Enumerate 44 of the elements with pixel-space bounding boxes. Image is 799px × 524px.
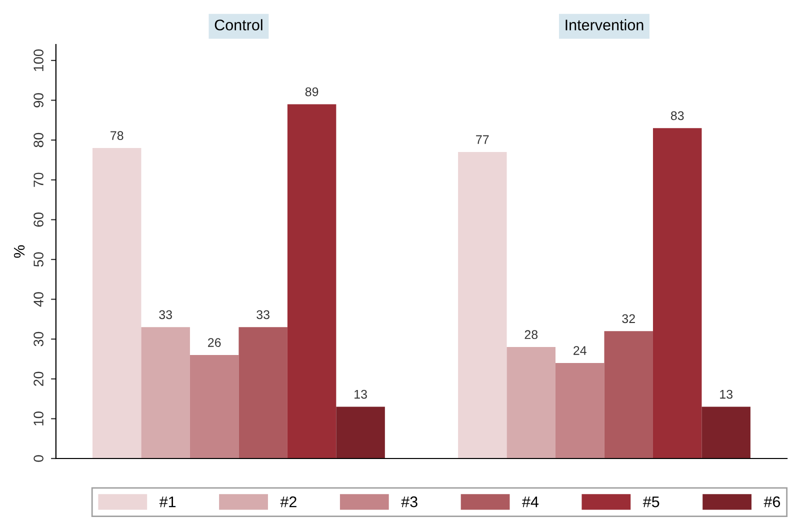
data-label: 32 [622, 314, 635, 324]
data-label: 13 [354, 390, 367, 399]
bar [336, 406, 385, 458]
legend-label: #5 [642, 496, 660, 508]
bar [92, 148, 142, 458]
x-tick-label: Control [214, 19, 262, 30]
data-label: 13 [720, 390, 732, 399]
y-tick-label: 10 [34, 412, 44, 426]
y-tick-label: 70 [34, 172, 44, 187]
legend-label: #2 [280, 496, 296, 508]
y-tick-label: 40 [34, 292, 44, 307]
y-tick-label: 60 [34, 212, 44, 227]
bar [141, 327, 190, 458]
y-tick-label: 90 [34, 93, 44, 108]
x-tick-label: Intervention [566, 19, 644, 30]
y-tick-label: 0 [34, 455, 44, 462]
y-axis-title: % [14, 245, 25, 258]
data-label: 89 [305, 87, 318, 96]
data-label: 33 [159, 310, 172, 320]
legend-label: #3 [401, 496, 418, 508]
legend-label: #4 [522, 496, 538, 508]
data-label: 33 [256, 310, 270, 320]
y-tick-label: 20 [34, 372, 44, 386]
bar [287, 104, 336, 458]
bar [604, 331, 653, 458]
legend-label: #1 [159, 496, 176, 508]
data-label: 24 [574, 346, 586, 355]
data-label: 83 [670, 111, 684, 120]
data-label: 26 [208, 338, 221, 347]
bar [238, 327, 288, 458]
y-tick-label: 100 [34, 49, 44, 71]
data-label: 77 [476, 135, 489, 144]
y-tick-label: 80 [34, 132, 44, 148]
bar [458, 152, 507, 458]
y-tick-label: 50 [34, 252, 44, 267]
bar [652, 128, 702, 458]
data-label: 78 [110, 131, 124, 140]
bar [556, 362, 604, 458]
bar [702, 406, 750, 458]
legend-label: #6 [764, 496, 780, 508]
y-tick-label: 30 [34, 332, 44, 346]
bar [506, 347, 556, 458]
bar [190, 355, 239, 458]
data-label: 28 [524, 330, 538, 340]
